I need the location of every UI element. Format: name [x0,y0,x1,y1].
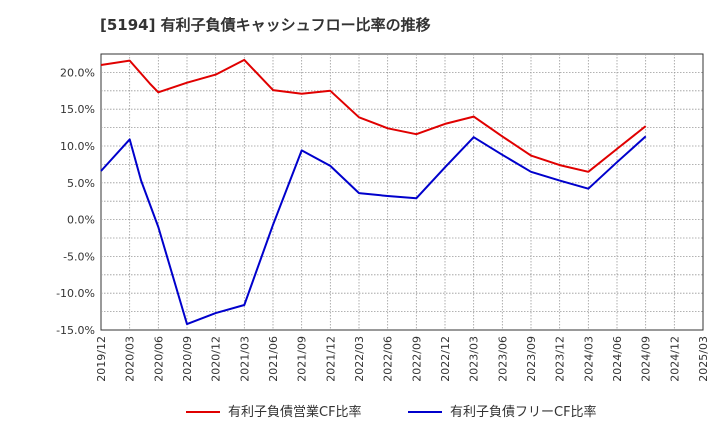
y-tick-label: -15.0% [56,324,95,337]
x-tick-label: 2021/06 [267,336,280,382]
x-tick-label: 2023/06 [496,336,509,382]
x-tick-label: 2023/09 [525,336,538,382]
legend-label-2: 有利子負債フリーCF比率 [450,404,597,420]
x-tick-label: 2021/09 [296,336,309,382]
x-tick-label: 2024/03 [582,336,595,382]
chart-title: [5194] 有利子負債キャッシュフロー比率の推移 [100,16,431,34]
x-tick-label: 2023/03 [468,336,481,382]
x-tick-label: 2020/12 [210,336,223,382]
y-tick-label: -5.0% [63,250,95,263]
x-tick-label: 2020/09 [181,336,194,382]
x-tick-label: 2022/09 [410,336,423,382]
y-tick-label: -10.0% [56,287,95,300]
y-tick-label: 15.0% [60,103,95,116]
y-tick-label: 5.0% [67,177,95,190]
x-tick-label: 2024/12 [668,336,681,382]
y-tick-label: 0.0% [67,214,95,227]
y-tick-label: 20.0% [60,66,95,79]
series-line-1 [100,58,647,173]
x-tick-label: 2020/03 [124,336,137,382]
legend-layer: 有利子負債営業CF比率 有利子負債フリーCF比率 [186,404,597,420]
series-line-2 [100,135,647,326]
x-tick-label: 2021/12 [324,336,337,382]
axis-layer: -15.0% -10.0% -5.0% 0.0% 5.0% 10.0% 15.0% 20.0%… [56,66,710,381]
series-layer [100,58,647,326]
x-tick-label: 2022/03 [353,336,366,382]
x-tick-label: 2023/12 [554,336,567,382]
x-tick-label: 2022/06 [382,336,395,382]
grid-layer [100,53,704,331]
x-tick-label: 2025/03 [697,336,710,382]
x-tick-label: 2019/12 [95,336,108,382]
y-tick-label: 10.0% [60,140,95,153]
x-tick-label: 2024/06 [611,336,624,382]
x-tick-label: 2022/12 [439,336,452,382]
legend-label-1: 有利子負債営業CF比率 [228,404,362,420]
plot-area [100,53,704,331]
x-tick-label: 2021/03 [238,336,251,382]
x-tick-label: 2020/06 [152,336,165,382]
x-tick-label: 2024/09 [640,336,653,382]
